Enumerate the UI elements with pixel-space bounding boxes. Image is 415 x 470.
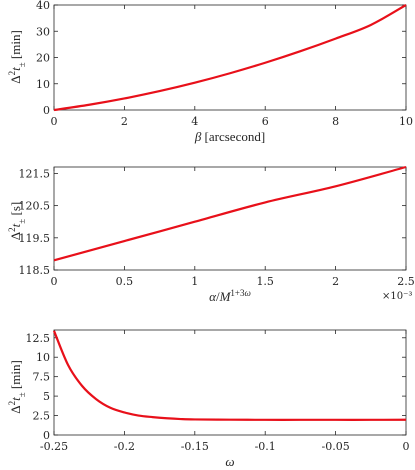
y-axis-label-t: t [8,67,23,71]
x-tick-label: 2 [332,275,339,288]
y-axis-label-delta: Δ [8,75,23,83]
y-axis-label-unit: [min] [8,30,23,62]
y-tick-label: 40 [36,0,50,12]
x-tick-label: 1.5 [256,275,274,288]
x-tick-label: -0.2 [114,440,135,453]
y-axis-label-delta: Δ [8,405,23,413]
x-tick-label: -0.25 [40,440,68,453]
x-tick-label: -0.15 [181,440,209,453]
x-axis-label: β [arcsecond] [194,129,265,144]
y-tick-label: 5 [43,390,50,403]
y-tick-label: 0 [43,429,50,442]
y-tick-label: 10 [36,351,50,364]
x-axis-label-alpha: α [209,289,217,304]
plot-area: -0.25 -0.2 -0.15 -0.1 -0.05 0 0 2.5 5 7.5 10 12.5 [26,329,410,453]
x-axis-label-slash: / [216,289,220,304]
x-tick-label: 10 [399,115,413,128]
y-tick-label: 10 [36,78,50,91]
axes-box [53,329,407,436]
axes-box [53,4,407,111]
x-tick-label: 0.5 [116,275,134,288]
y-axis-label-unit: [min] [8,360,23,392]
x-tick-label: -0.1 [255,440,276,453]
series-line [53,4,407,112]
x-axis-label: ω [225,454,234,469]
y-tick-label: 20 [36,52,50,65]
x-tick-label: 0 [51,275,58,288]
y-tick-label: 118.5 [19,264,51,277]
x-tick-label: 2.5 [397,275,415,288]
y-axis-label-sub: ± [17,219,27,224]
y-tick-label: 30 [36,25,50,38]
x-tick-label: 1 [191,275,198,288]
x-axis-label-unit: [arcsecond] [201,129,265,144]
plot-area: 0 2 4 6 8 10 0 10 20 30 40 [36,0,413,128]
y-axis-label-unit: [s] [8,202,23,219]
x-axis-label: α/M1+3ω [209,288,251,304]
x-axis-label-symbol: β [194,129,202,144]
y-axis-label-t: t [8,397,23,401]
x-axis-label-M: M [219,289,232,304]
x-exponent-label: ×10⁻³ [382,291,412,302]
y-axis-label-sub: ± [17,62,27,67]
x-tick-label: -0.05 [321,440,349,453]
series-line [53,165,407,262]
x-axis-label-exponent: 1+3ω [230,288,250,298]
panel-alpha: 0 0.5 1 1.5 2 2.5 118.5 119.5 120.5 121.5 α/M1+3ω… [7,165,415,304]
x-tick-label: 6 [262,115,269,128]
x-tick-label: 8 [332,115,339,128]
y-axis-label-sub: ± [17,392,27,397]
y-axis-label-sup: 2 [7,71,17,76]
x-tick-label: 0 [403,440,410,453]
panel-omega: -0.25 -0.2 -0.15 -0.1 -0.05 0 0 2.5 5 7.5 10 12.5 ω… [7,329,410,469]
x-tick-label: 4 [191,115,198,128]
y-tick-label: 121.5 [19,167,51,180]
y-tick-label: 0 [43,104,50,117]
y-axis-label: Δ2t± [min] [7,30,27,84]
series-line [52,330,407,421]
y-tick-label: 2.5 [33,410,51,423]
y-axis-label: Δ2t± [min] [7,360,27,414]
plot-area: 0 0.5 1 1.5 2 2.5 118.5 119.5 120.5 121.5 [19,165,415,288]
y-axis-label-delta: Δ [8,232,23,240]
y-axis-label-t: t [8,223,23,227]
y-axis-label-sup: 2 [7,227,17,232]
y-tick-label: 7.5 [33,371,51,384]
y-tick-label: 120.5 [19,200,51,213]
x-tick-label: 2 [121,115,128,128]
y-tick-label: 12.5 [26,332,51,345]
y-axis-label: Δ2t± [s] [7,202,27,240]
x-tick-label: 0 [51,115,58,128]
y-tick-label: 119.5 [19,232,51,245]
y-axis-label-sup: 2 [7,401,17,406]
